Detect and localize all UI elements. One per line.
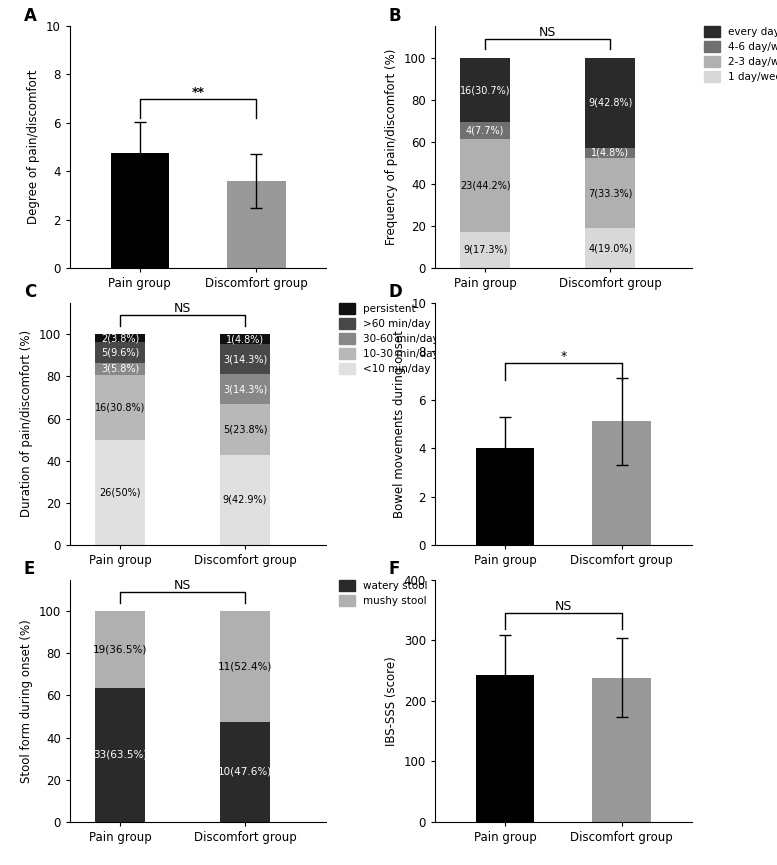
- Y-axis label: Frequency of pain/discomfort (%): Frequency of pain/discomfort (%): [385, 48, 399, 246]
- Bar: [585, 58, 636, 148]
- Bar: [460, 123, 510, 138]
- Y-axis label: Degree of pain/discomfort: Degree of pain/discomfort: [27, 70, 40, 224]
- Text: 11(52.4%): 11(52.4%): [218, 662, 272, 671]
- Text: 4(7.7%): 4(7.7%): [466, 125, 504, 136]
- Y-axis label: Duration of pain/discomfort (%): Duration of pain/discomfort (%): [20, 330, 33, 517]
- Text: 19(36.5%): 19(36.5%): [92, 644, 147, 655]
- Text: **: **: [192, 86, 204, 99]
- Text: 16(30.7%): 16(30.7%): [460, 85, 510, 95]
- Bar: [585, 158, 636, 228]
- Y-axis label: Stool form during onset (%): Stool form during onset (%): [20, 618, 33, 783]
- Bar: [95, 335, 145, 343]
- Text: 9(42.9%): 9(42.9%): [223, 495, 267, 505]
- Bar: [228, 181, 286, 268]
- Text: F: F: [389, 561, 400, 578]
- Bar: [95, 375, 145, 439]
- Text: B: B: [389, 7, 402, 24]
- Bar: [220, 334, 270, 344]
- Bar: [220, 375, 270, 405]
- Legend: watery stool, mushy stool: watery stool, mushy stool: [340, 580, 427, 606]
- Text: 10(47.6%): 10(47.6%): [218, 766, 272, 777]
- Bar: [95, 343, 145, 362]
- Bar: [476, 448, 535, 545]
- Text: 16(30.8%): 16(30.8%): [95, 402, 145, 413]
- Text: 1(4.8%): 1(4.8%): [591, 148, 629, 158]
- Text: 1(4.8%): 1(4.8%): [226, 334, 264, 344]
- Bar: [460, 232, 510, 268]
- Bar: [593, 421, 651, 545]
- Bar: [220, 405, 270, 455]
- Bar: [460, 58, 510, 123]
- Bar: [95, 612, 145, 688]
- Bar: [95, 362, 145, 375]
- Text: NS: NS: [174, 580, 191, 593]
- Text: *: *: [560, 350, 566, 363]
- Bar: [593, 677, 651, 822]
- Bar: [220, 455, 270, 545]
- Y-axis label: Bowel movements during onset: Bowel movements during onset: [392, 330, 406, 518]
- Text: NS: NS: [539, 26, 556, 39]
- Text: 3(14.3%): 3(14.3%): [223, 355, 267, 364]
- Bar: [460, 138, 510, 232]
- Text: NS: NS: [555, 599, 572, 612]
- Bar: [220, 721, 270, 822]
- Text: 5(9.6%): 5(9.6%): [101, 348, 139, 357]
- Bar: [476, 675, 535, 822]
- Legend: every day, 4-6 day/week, 2-3 day/week, 1 day/week: every day, 4-6 day/week, 2-3 day/week, 1…: [705, 26, 777, 82]
- Text: 9(42.8%): 9(42.8%): [588, 98, 632, 108]
- Text: 33(63.5%): 33(63.5%): [92, 750, 147, 759]
- Text: 23(44.2%): 23(44.2%): [460, 180, 510, 190]
- Bar: [585, 148, 636, 158]
- Text: 9(17.3%): 9(17.3%): [463, 245, 507, 255]
- Text: 3(5.8%): 3(5.8%): [101, 363, 139, 374]
- Text: 3(14.3%): 3(14.3%): [223, 384, 267, 394]
- Text: A: A: [24, 7, 37, 24]
- Text: 2(3.8%): 2(3.8%): [101, 333, 139, 343]
- Legend: persistent, >60 min/day, 30-60 min/day, 10-30 min/day, <10 min/day: persistent, >60 min/day, 30-60 min/day, …: [340, 303, 439, 374]
- Text: 7(33.3%): 7(33.3%): [588, 188, 632, 198]
- Text: C: C: [24, 284, 36, 301]
- Y-axis label: IBS-SSS (score): IBS-SSS (score): [385, 656, 399, 746]
- Bar: [95, 439, 145, 545]
- Bar: [585, 228, 636, 268]
- Text: 26(50%): 26(50%): [99, 487, 141, 497]
- Text: NS: NS: [174, 303, 191, 316]
- Text: D: D: [389, 284, 402, 301]
- Bar: [95, 688, 145, 822]
- Bar: [220, 344, 270, 375]
- Bar: [220, 612, 270, 721]
- Bar: [111, 153, 169, 268]
- Text: 4(19.0%): 4(19.0%): [588, 243, 632, 253]
- Text: 5(23.8%): 5(23.8%): [223, 425, 267, 434]
- Text: E: E: [24, 561, 35, 578]
